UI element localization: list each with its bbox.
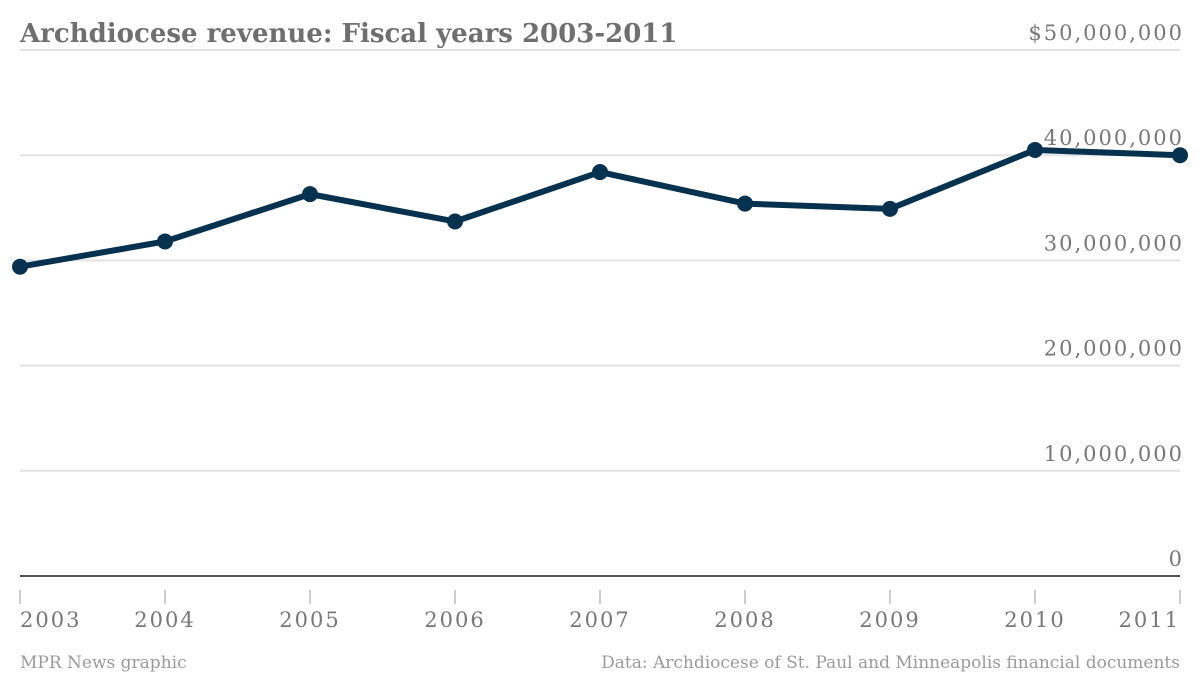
y-tick-label: 10,000,000 <box>1044 442 1184 466</box>
x-tick-label: 2004 <box>134 608 195 632</box>
data-point <box>1172 147 1188 164</box>
series-revenue <box>12 141 1188 275</box>
data-point <box>12 258 28 275</box>
x-tick-label: 2003 <box>20 608 81 632</box>
x-tick-label: 2008 <box>714 608 775 632</box>
source-text: Data: Archdiocese of St. Paul and Minnea… <box>601 653 1180 673</box>
y-tick-label: 0 <box>1169 547 1184 571</box>
data-point <box>882 200 898 217</box>
credit-text: MPR News graphic <box>20 653 187 673</box>
x-tick-label: 2010 <box>1004 608 1065 632</box>
data-point <box>737 195 753 212</box>
x-tick-label: 2007 <box>569 608 630 632</box>
x-tick-label: 2006 <box>424 608 485 632</box>
y-tick-label: 30,000,000 <box>1044 231 1184 255</box>
y-tick-label: $50,000,000 <box>1028 21 1184 45</box>
y-tick-label: 20,000,000 <box>1044 337 1184 361</box>
x-axis: 2003 2004 2005 2006 2007 2008 2009 2010 2011 <box>19 590 1181 632</box>
data-point <box>447 213 463 230</box>
y-tick-label: 40,000,000 <box>1044 126 1184 150</box>
y-axis-tick-labels: 0 10,000,000 20,000,000 30,000,000 40,000,00… <box>1028 21 1184 571</box>
chart-title: Archdiocese revenue: Fiscal years 2003-2… <box>19 19 677 49</box>
data-point <box>592 164 608 181</box>
data-point <box>157 233 173 250</box>
data-point <box>1027 141 1043 158</box>
data-point <box>302 186 318 203</box>
x-tick-label: 2005 <box>279 608 340 632</box>
gridlines <box>20 49 1180 577</box>
x-tick-label: 2011 <box>1119 608 1180 632</box>
x-tick-label: 2009 <box>859 608 920 632</box>
